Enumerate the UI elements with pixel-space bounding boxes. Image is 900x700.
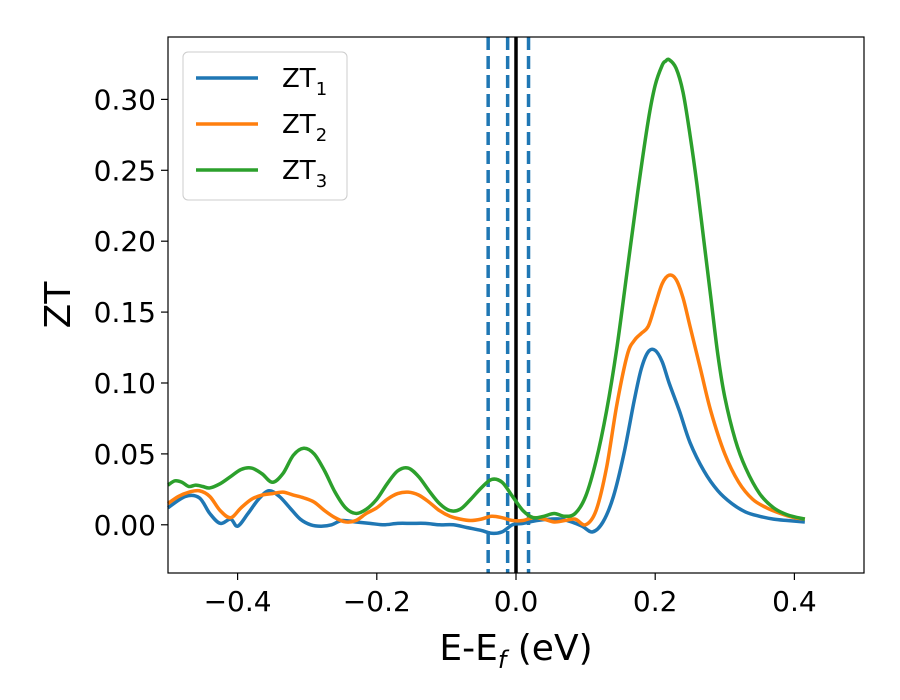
legend-label-main: ZT: [282, 64, 316, 94]
legend-label-subscript: 3: [316, 171, 327, 192]
reference-lines: [486, 37, 531, 573]
y-tick-label: 0.20: [94, 225, 156, 258]
x-axis-title-unit: (eV): [506, 628, 592, 669]
y-tick-label: 0.15: [94, 296, 156, 329]
x-tick-label: 0.4: [772, 585, 817, 618]
x-axis-title: E-Ef (eV): [439, 628, 592, 674]
x-axis-title-main: E-E: [439, 628, 497, 669]
series-line-zt3: [167, 57, 806, 521]
legend-label-subscript: 2: [316, 125, 327, 146]
y-tick-label: 0.25: [94, 154, 156, 187]
legend-label-zt3: ZT3: [282, 156, 327, 192]
y-tick-label: 0.30: [94, 83, 156, 116]
y-tick-label: 0.00: [94, 509, 156, 542]
x-tick-label: −0.2: [343, 585, 411, 618]
legend-label-main: ZT: [282, 110, 316, 140]
legend-label-zt2: ZT2: [282, 110, 327, 146]
y-tick-label: 0.10: [94, 367, 156, 400]
x-tick-label: 0.0: [494, 585, 539, 618]
x-axis-ticks: −0.4 −0.2 0.0 0.2 0.4: [204, 573, 817, 618]
series-line-zt2: [166, 273, 806, 527]
x-tick-label: 0.2: [633, 585, 678, 618]
y-axis-title: ZT: [38, 281, 79, 329]
x-tick-label: −0.4: [204, 585, 272, 618]
legend-label-subscript: 1: [316, 79, 327, 100]
legend-label-zt1: ZT1: [282, 64, 327, 100]
series-line-zt1: [167, 347, 805, 536]
legend-box: [182, 51, 348, 201]
y-tick-label: 0.05: [94, 438, 156, 471]
y-axis-ticks: 0.00 0.05 0.10 0.15 0.20 0.25 0.30: [94, 83, 168, 542]
series-lines: [166, 57, 806, 536]
legend-label-main: ZT: [282, 156, 316, 186]
